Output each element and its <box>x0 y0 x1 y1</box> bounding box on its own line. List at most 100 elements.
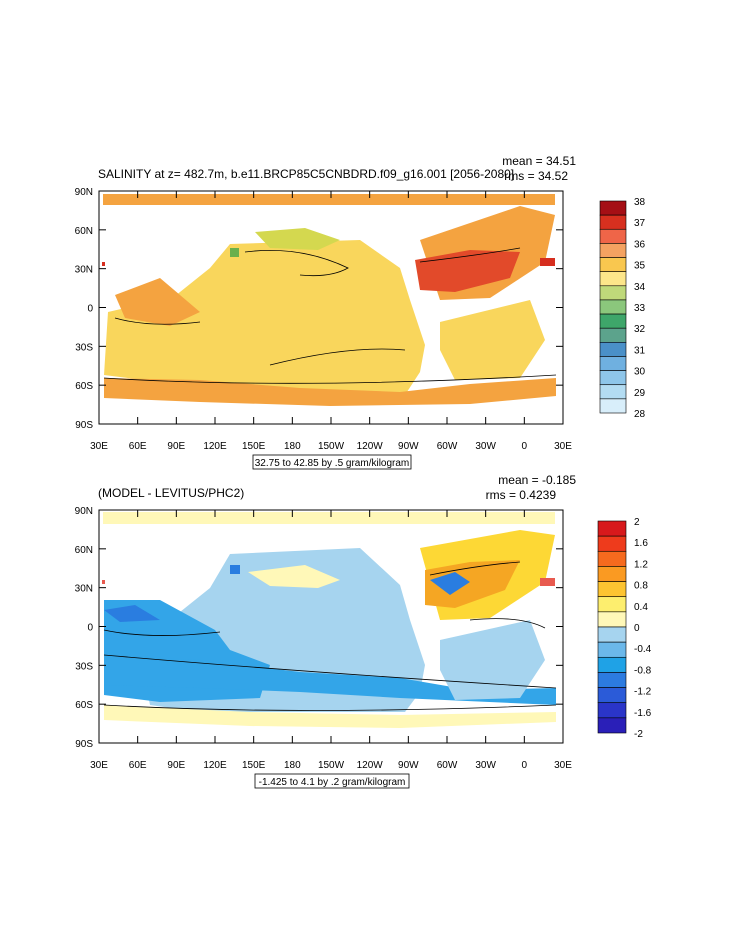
contour-line <box>114 317 201 325</box>
difference-colorbar: 2 1.6 1.2 0.8 0.4 0 -0.4 -0.8 -1.2 -1.6 -2 <box>597 517 652 740</box>
top-rms: rms = 34.52 <box>504 169 568 183</box>
colorbar-label: 0 <box>634 623 640 634</box>
lon-label: 90E <box>167 441 185 452</box>
contour-line <box>244 250 349 277</box>
colorbar-box <box>597 672 627 688</box>
lon-label: 90E <box>167 760 185 771</box>
colorbar-label: -2 <box>634 729 643 740</box>
salinity-field <box>102 194 557 406</box>
colorbar-label: 0.4 <box>634 602 648 613</box>
colorbar-box <box>597 702 627 719</box>
lat-label: 30N <box>75 584 93 595</box>
lon-label: 150W <box>318 441 345 452</box>
colorbar-box <box>597 626 627 643</box>
colorbar-box <box>597 641 627 658</box>
contour-line <box>419 247 521 263</box>
contour-info: -1.425 to 4.1 by .2 gram/kilogram <box>259 777 406 788</box>
colorbar-box <box>599 327 627 343</box>
contour-line <box>469 618 546 629</box>
south-atlantic <box>440 300 545 380</box>
lon-label: 120W <box>357 441 384 452</box>
colorbar-box <box>597 717 627 734</box>
longitude-labels: 30E 60E 90E 120E 150E 180 150W 120W 90W 60W 30W 0 30… <box>90 510 572 771</box>
colorbar-box <box>599 398 627 414</box>
lat-label: 0 <box>87 304 93 315</box>
arctic-band <box>103 194 555 205</box>
colorbar-label: 36 <box>634 239 646 250</box>
red-dot <box>102 580 105 584</box>
lon-label: 30E <box>90 760 108 771</box>
bottom-mean: mean = -0.185 <box>498 473 576 487</box>
contour-info-box <box>252 454 412 470</box>
colorbar-label: -1.6 <box>634 708 652 719</box>
colorbar-box <box>599 342 627 357</box>
colorbar-label: 2 <box>634 517 640 528</box>
arctic-band <box>103 512 555 524</box>
colorbar-box <box>597 535 627 552</box>
colorbar-box <box>597 520 627 537</box>
top-mean: mean = 34.51 <box>502 154 576 168</box>
contour-line <box>103 374 557 384</box>
southern-front <box>104 655 556 705</box>
lon-label: 60E <box>129 441 147 452</box>
colorbar-label: 29 <box>634 388 646 399</box>
lon-label: 30E <box>554 441 572 452</box>
red-dot <box>102 262 105 266</box>
okhotsk-blue <box>230 565 240 574</box>
lon-label: 0 <box>522 760 528 771</box>
colorbar-box <box>599 384 627 400</box>
lat-label: 90N <box>75 187 93 198</box>
difference-map-panel: (MODEL - LEVITUS/PHC2) mean = -0.185 rms… <box>75 473 652 789</box>
north-pacific-pale <box>248 565 340 588</box>
southern-ocean-pale <box>104 705 556 728</box>
gulf-stream <box>425 560 520 608</box>
colorbar-label: 32 <box>634 324 646 335</box>
gulf-stream-blue <box>430 572 470 595</box>
latitude-labels: 90N 60N 30N 0 30S 60S 90S <box>75 506 563 750</box>
lon-label: 30W <box>475 441 496 452</box>
lon-label: 30E <box>554 760 572 771</box>
med-red <box>540 258 555 266</box>
lat-label: 0 <box>87 623 93 634</box>
colorbar-label: -1.2 <box>634 687 652 698</box>
colorbar-label: 30 <box>634 367 646 378</box>
lon-label: 60W <box>437 441 458 452</box>
north-pacific-lime <box>255 228 340 250</box>
colorbar-box <box>597 687 627 704</box>
colorbar-label: 34 <box>634 282 646 293</box>
arabian-sea-blue <box>104 605 160 622</box>
colorbar-label: 35 <box>634 261 646 272</box>
contour-info: 32.75 to 42.85 by .5 gram/kilogram <box>255 458 410 469</box>
med-red <box>540 578 555 586</box>
okhotsk-green <box>230 248 239 257</box>
mediterranean-outflow <box>415 250 520 292</box>
lon-label: 180 <box>284 441 301 452</box>
colorbar-box <box>597 656 627 673</box>
contour-line <box>103 629 221 636</box>
bottom-rms: rms = 0.4239 <box>486 488 557 502</box>
lat-label: 60S <box>75 381 93 392</box>
south-atlantic <box>440 620 545 700</box>
colorbar-box <box>599 285 627 301</box>
contour-line <box>103 654 557 689</box>
lat-label: 90S <box>75 739 93 750</box>
bottom-title: (MODEL - LEVITUS/PHC2) <box>98 486 244 500</box>
colorbar-box <box>599 370 627 386</box>
colorbar-box <box>597 581 627 598</box>
colorbar-label: -0.8 <box>634 665 652 676</box>
salinity-map-panel: SALINITY at z= 482.7m, b.e11.BRCP85C5CNB… <box>75 154 646 470</box>
colorbar-box <box>599 214 627 230</box>
lon-label: 150E <box>242 441 266 452</box>
lon-label: 120E <box>203 441 227 452</box>
lon-label: 150W <box>318 760 345 771</box>
difference-field <box>102 512 557 728</box>
contour-line <box>103 704 557 711</box>
lon-label: 120W <box>357 760 384 771</box>
salinity-colorbar: 38 37 36 35 34 33 32 31 30 29 28 <box>599 197 646 420</box>
colorbar-box <box>597 550 627 567</box>
latitude-labels: 90N 60N 30N 0 30S 60S 90S <box>75 187 563 431</box>
colorbar-box <box>599 243 627 258</box>
top-title: SALINITY at z= 482.7m, b.e11.BRCP85C5CNB… <box>98 167 514 181</box>
lat-label: 90S <box>75 420 93 431</box>
